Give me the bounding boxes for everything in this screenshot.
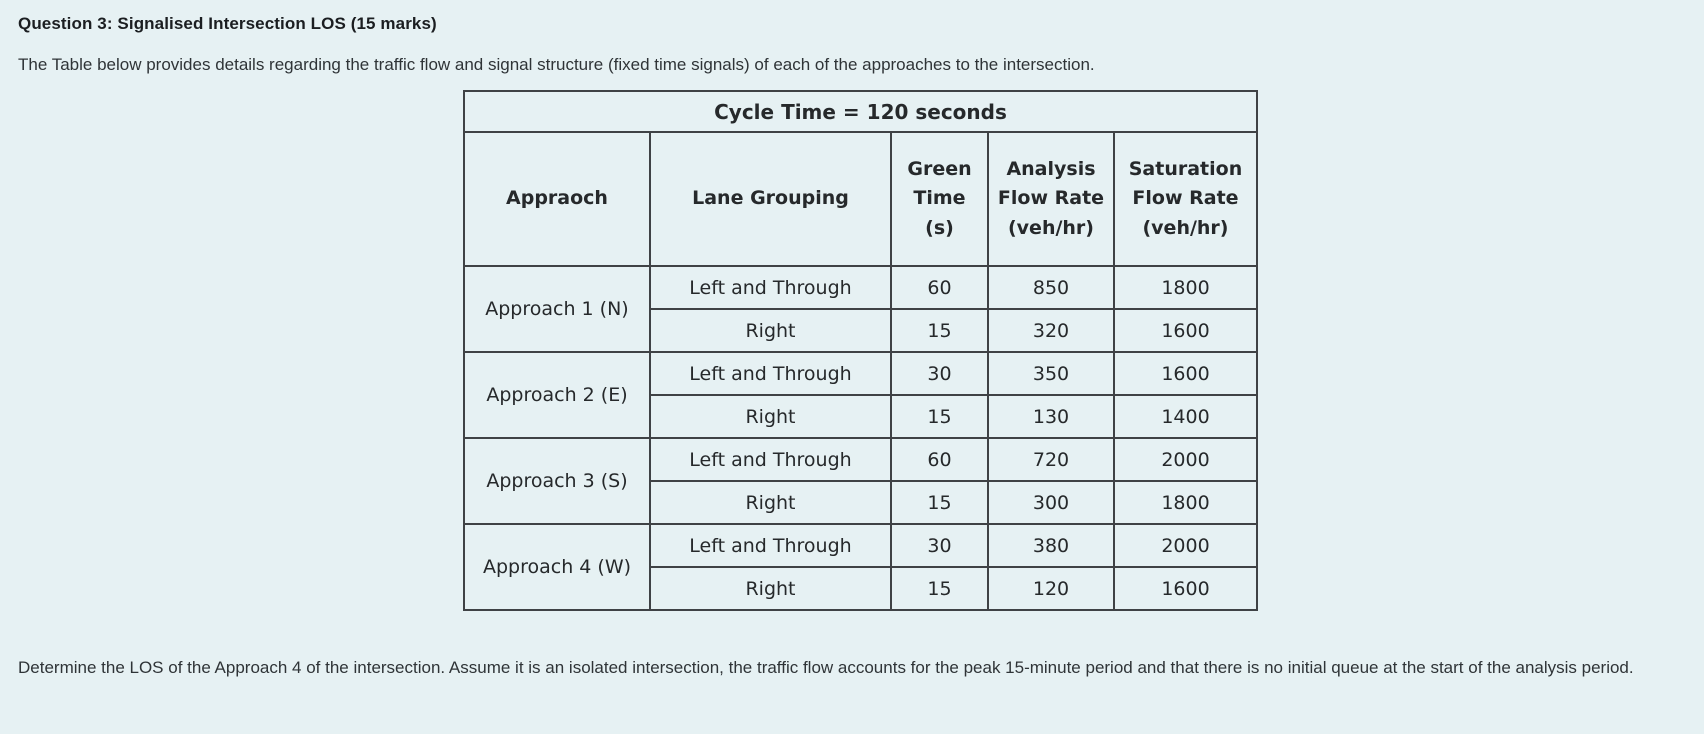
- green-time-cell: 15: [890, 394, 989, 439]
- analysis-flow-cell: 300: [987, 480, 1115, 525]
- analysis-flow-cell: 120: [987, 566, 1115, 611]
- green-time-cell: 30: [890, 523, 989, 568]
- table-row: Right 15 300 1800: [464, 480, 1258, 525]
- analysis-flow-cell: 130: [987, 394, 1115, 439]
- page-title: Question 3: Signalised Intersection LOS …: [18, 14, 437, 33]
- analysis-flow-cell: 850: [987, 265, 1115, 310]
- saturation-flow-cell: 1800: [1113, 480, 1258, 525]
- intro-paragraph: The Table below provides details regardi…: [18, 55, 1095, 74]
- green-time-cell: 15: [890, 566, 989, 611]
- cycle-time-row: Cycle Time = 120 seconds: [463, 90, 1258, 133]
- green-time-cell: 60: [890, 437, 989, 482]
- footer-paragraph: Determine the LOS of the Approach 4 of t…: [18, 658, 1634, 677]
- green-time-cell: 15: [890, 480, 989, 525]
- column-header-row: Appraoch Lane Grouping Green Time (s) An…: [463, 131, 1258, 267]
- cycle-time-caption: Cycle Time = 120 seconds: [463, 90, 1258, 133]
- approach-cell: Approach 4 (W): [463, 523, 651, 611]
- table-row: Approach 4 (W) Left and Through 30 380 2…: [463, 523, 1258, 611]
- lane-grouping-cell: Right: [649, 394, 892, 439]
- saturation-flow-cell: 2000: [1113, 523, 1258, 568]
- table-row: Right 15 130 1400: [464, 394, 1258, 439]
- saturation-flow-cell: 1800: [1113, 265, 1258, 310]
- lane-grouping-cell: Right: [649, 480, 892, 525]
- saturation-flow-cell: 1600: [1113, 566, 1258, 611]
- col-header-green-time: Green Time (s): [890, 131, 989, 267]
- table-row: Approach 3 (S) Left and Through 60 720 2…: [463, 437, 1258, 525]
- col-header-approach: Appraoch: [463, 131, 651, 267]
- saturation-flow-cell: 1600: [1113, 351, 1258, 396]
- signal-timing-table: Cycle Time = 120 seconds Appraoch Lane G…: [463, 90, 1258, 611]
- col-header-saturation-flow-rate: Saturation Flow Rate (veh/hr): [1113, 131, 1258, 267]
- saturation-flow-cell: 1600: [1113, 308, 1258, 353]
- lane-grouping-cell: Left and Through: [649, 351, 892, 396]
- table-row: Right 15 120 1600: [464, 566, 1258, 611]
- lane-grouping-cell: Right: [649, 566, 892, 611]
- lane-grouping-cell: Left and Through: [649, 437, 892, 482]
- green-time-cell: 60: [890, 265, 989, 310]
- green-time-cell: 30: [890, 351, 989, 396]
- analysis-flow-cell: 720: [987, 437, 1115, 482]
- table-row: Approach 2 (E) Left and Through 30 350 1…: [463, 351, 1258, 439]
- green-time-cell: 15: [890, 308, 989, 353]
- analysis-flow-cell: 350: [987, 351, 1115, 396]
- col-header-analysis-flow-rate: Analysis Flow Rate (veh/hr): [987, 131, 1115, 267]
- lane-grouping-cell: Right: [649, 308, 892, 353]
- analysis-flow-cell: 320: [987, 308, 1115, 353]
- approach-cell: Approach 2 (E): [463, 351, 651, 439]
- table-row: Approach 1 (N) Left and Through 60 850 1…: [463, 265, 1258, 353]
- lane-grouping-cell: Left and Through: [649, 265, 892, 310]
- col-header-lane-grouping: Lane Grouping: [649, 131, 892, 267]
- lane-grouping-cell: Left and Through: [649, 523, 892, 568]
- table-row: Right 15 320 1600: [464, 308, 1258, 353]
- analysis-flow-cell: 380: [987, 523, 1115, 568]
- saturation-flow-cell: 2000: [1113, 437, 1258, 482]
- saturation-flow-cell: 1400: [1113, 394, 1258, 439]
- approach-cell: Approach 1 (N): [463, 265, 651, 353]
- approach-cell: Approach 3 (S): [463, 437, 651, 525]
